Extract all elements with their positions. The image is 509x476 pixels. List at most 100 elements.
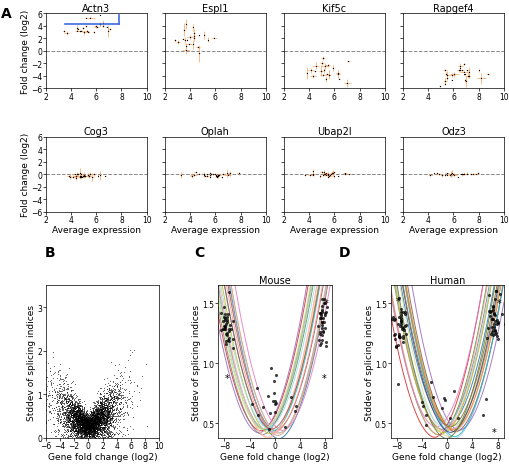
- Point: [126, 376, 134, 384]
- Point: [486, 312, 494, 320]
- Point: [88, 417, 96, 425]
- Point: [94, 421, 102, 428]
- Point: [105, 429, 114, 436]
- Point: [106, 415, 114, 423]
- Point: [248, 400, 256, 408]
- Point: [98, 403, 106, 410]
- Point: [94, 416, 102, 424]
- Point: [82, 428, 90, 436]
- Point: [61, 410, 69, 418]
- Point: [101, 406, 109, 414]
- Point: [91, 423, 99, 431]
- Point: [104, 397, 112, 405]
- Point: [120, 394, 128, 401]
- Point: [70, 413, 78, 421]
- Point: [66, 400, 74, 407]
- Point: [100, 422, 108, 429]
- Point: [67, 417, 75, 425]
- Point: [96, 418, 104, 426]
- Point: [115, 412, 123, 420]
- Point: [76, 429, 84, 436]
- Point: [87, 418, 95, 426]
- Point: [83, 424, 92, 432]
- Point: [59, 392, 67, 399]
- Point: [107, 421, 115, 428]
- Point: [69, 377, 77, 385]
- Point: [88, 418, 96, 426]
- Point: [70, 416, 78, 424]
- Point: [42, 384, 50, 392]
- Point: [85, 418, 93, 426]
- Point: [80, 417, 89, 425]
- Point: [102, 420, 110, 428]
- Point: [92, 423, 100, 430]
- Point: [68, 400, 76, 408]
- Point: [93, 428, 101, 436]
- Point: [102, 402, 110, 410]
- Point: [89, 425, 97, 433]
- Point: [77, 420, 86, 428]
- Point: [94, 416, 102, 424]
- Point: [91, 429, 99, 437]
- Point: [80, 424, 88, 432]
- Point: [92, 419, 100, 427]
- Point: [99, 414, 107, 422]
- Point: [77, 421, 86, 429]
- Point: [75, 419, 83, 427]
- Point: [83, 423, 91, 431]
- Point: [72, 408, 80, 416]
- Point: [72, 410, 80, 417]
- Point: [81, 419, 90, 426]
- Point: [60, 403, 68, 410]
- Point: [79, 421, 88, 428]
- Point: [111, 409, 119, 417]
- Point: [485, 292, 493, 299]
- Point: [112, 398, 120, 406]
- Point: [89, 422, 97, 430]
- Point: [115, 416, 123, 424]
- Point: [111, 397, 119, 404]
- Point: [75, 419, 83, 426]
- Point: [108, 388, 117, 396]
- Point: [120, 409, 128, 416]
- Point: [51, 368, 60, 376]
- Point: [73, 408, 81, 416]
- Point: [99, 411, 107, 418]
- Point: [62, 406, 70, 413]
- Point: [68, 426, 76, 434]
- Point: [83, 426, 92, 433]
- Point: [82, 422, 91, 429]
- Point: [94, 413, 102, 421]
- Point: [72, 413, 80, 420]
- Point: [394, 320, 402, 328]
- Point: [93, 417, 101, 425]
- Point: [96, 401, 104, 408]
- Point: [92, 409, 100, 417]
- Point: [77, 419, 86, 426]
- Point: [97, 403, 105, 410]
- Point: [75, 400, 83, 407]
- Point: [67, 411, 75, 419]
- Point: [87, 426, 95, 433]
- Point: [68, 399, 76, 407]
- Point: [85, 427, 93, 435]
- Point: [62, 399, 70, 407]
- Point: [90, 412, 98, 419]
- Point: [89, 414, 97, 422]
- Point: [77, 421, 86, 428]
- Point: [66, 424, 74, 431]
- Point: [83, 423, 91, 431]
- Point: [100, 423, 108, 431]
- Point: [84, 410, 93, 417]
- Point: [129, 413, 137, 421]
- Point: [82, 412, 91, 420]
- Point: [60, 399, 68, 407]
- Point: [100, 409, 108, 417]
- Point: [494, 336, 502, 344]
- Point: [91, 418, 99, 426]
- Point: [89, 427, 97, 435]
- Point: [71, 426, 79, 434]
- Point: [87, 426, 95, 434]
- Point: [47, 380, 55, 388]
- Point: [90, 420, 98, 427]
